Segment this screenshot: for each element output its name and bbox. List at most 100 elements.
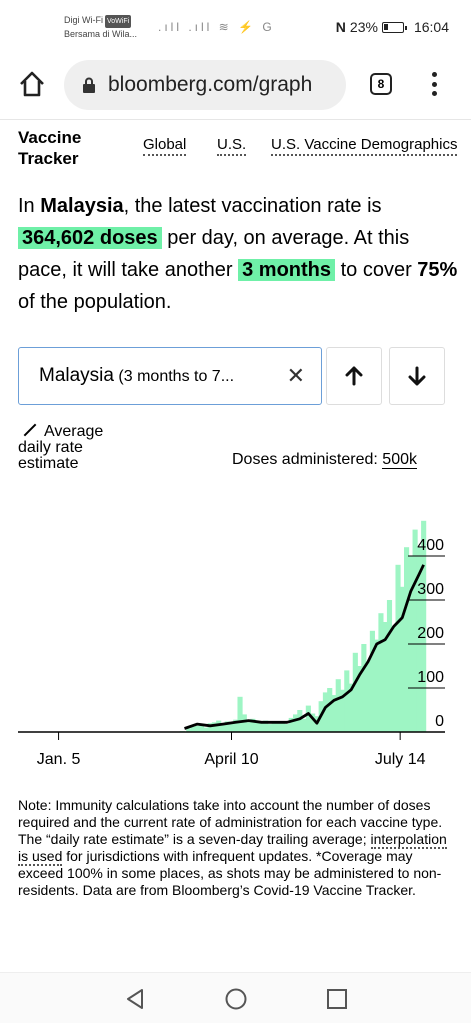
nfc-icon: N	[335, 19, 346, 35]
dose-bar	[365, 661, 371, 732]
chart-legend: Average daily rate estimate	[18, 423, 104, 472]
dose-bar	[297, 710, 303, 732]
site-nav: Vaccine Tracker Global U.S. U.S. Vaccine…	[0, 120, 471, 176]
x-tick-label: April 10	[204, 751, 258, 768]
dose-bar	[186, 728, 192, 732]
address-bar[interactable]: bloomberg.com/graph	[64, 60, 346, 110]
dose-bar	[207, 723, 213, 732]
clock: 16:04	[413, 19, 449, 35]
dose-bar	[357, 666, 363, 732]
dose-bar	[250, 718, 256, 732]
x-tick-label: Jan. 5	[37, 751, 81, 768]
doses-axis-label: Doses administered:	[232, 451, 378, 468]
battery-percent: 23%	[349, 19, 378, 35]
dose-bar	[275, 723, 282, 732]
dose-bar	[386, 600, 393, 732]
dose-bar	[228, 723, 235, 732]
status-right: N 23% 16:04	[336, 19, 449, 35]
dose-bar	[203, 727, 209, 732]
dose-bar	[416, 547, 422, 732]
nav-link-global[interactable]: Global	[143, 136, 187, 156]
back-icon[interactable]	[124, 987, 146, 1011]
logo-line1: Vaccine	[18, 128, 82, 147]
recents-icon[interactable]	[326, 988, 348, 1010]
headline-text: per day, on average. At this pace, it wi…	[18, 227, 410, 281]
legend-label: Average	[44, 423, 104, 440]
dose-bar	[348, 683, 354, 732]
coverage-percent: 75%	[417, 259, 458, 281]
country-search-input[interactable]: Malaysia (3 months to 7... ✕	[18, 347, 322, 405]
dose-bar	[301, 718, 307, 732]
menu-dot-icon	[431, 72, 437, 77]
search-value: Malaysia (3 months to 7...	[39, 365, 285, 387]
legend-line-icon	[23, 423, 37, 437]
search-detail: (3 months to 7...	[113, 368, 235, 385]
dose-bar	[374, 639, 380, 732]
dose-bar	[216, 720, 222, 732]
home-circle-icon[interactable]	[224, 987, 248, 1011]
dose-bar	[335, 679, 341, 732]
battery-icon	[381, 21, 407, 33]
next-country-button[interactable]	[389, 347, 445, 405]
vowifi-badge: VoWiFi	[105, 15, 132, 28]
clear-search-button[interactable]: ✕	[286, 363, 305, 388]
dose-bar	[391, 626, 397, 732]
y-tick-label: 300	[417, 581, 444, 598]
y-tick-label: 100	[417, 669, 444, 686]
x-axis: Jan. 5 April 10 July 14	[37, 732, 426, 768]
headline-summary: In Malaysia, the latest vaccination rate…	[18, 190, 458, 318]
overflow-menu-button[interactable]	[424, 70, 444, 98]
dose-bar	[369, 630, 375, 732]
dose-bar	[220, 724, 226, 732]
dose-bar	[352, 652, 358, 732]
nav-link-us[interactable]: U.S.	[217, 136, 247, 156]
dose-bar	[331, 695, 337, 732]
carrier-info: Digi Wi-Fi VoWiFi Bersama di Wila...	[64, 14, 137, 41]
android-nav-bar	[0, 972, 471, 1023]
doses-highlight: 364,602 doses	[18, 227, 162, 249]
vaccine-tracker-logo[interactable]: Vaccine Tracker	[18, 127, 81, 169]
dose-bar	[199, 724, 205, 732]
headline-text: to cover	[335, 259, 418, 281]
dose-bar	[344, 670, 350, 732]
dose-bar	[254, 721, 260, 732]
dose-bar	[378, 613, 384, 732]
lock-icon	[83, 77, 95, 93]
note-text: Note: Immunity calculations take into ac…	[18, 797, 443, 847]
legend-label-3: estimate	[18, 455, 79, 472]
dose-bar	[284, 724, 290, 732]
headline-country: Malaysia	[40, 195, 124, 217]
dose-bar	[292, 714, 299, 732]
y-tick-label: 400	[417, 537, 444, 554]
previous-country-button[interactable]	[326, 347, 382, 405]
dose-bar	[399, 586, 405, 732]
arrow-up-icon	[345, 366, 363, 386]
dose-bar	[395, 564, 401, 732]
nav-link-us-demographics[interactable]: U.S. Vaccine Demographics	[271, 136, 458, 156]
home-icon	[20, 71, 44, 97]
menu-dot-icon	[431, 91, 437, 96]
dose-bar	[310, 713, 316, 732]
dose-bar	[271, 721, 277, 732]
headline-text: In	[18, 195, 41, 217]
dose-bar	[194, 725, 200, 732]
url-text: bloomberg.com/graph	[108, 73, 313, 96]
menu-dot-icon	[431, 81, 437, 87]
dose-bar	[404, 547, 410, 732]
dose-bar	[322, 692, 329, 732]
browser-toolbar: bloomberg.com/graph 8	[0, 52, 471, 120]
doses-axis-title: Doses administered: 500k	[232, 451, 417, 469]
dose-bar	[233, 719, 239, 732]
home-button[interactable]	[18, 70, 46, 98]
signal-icons: .ıll .ıll ≋ ⚡ G	[158, 20, 275, 34]
status-bar: Digi Wi-Fi VoWiFi Bersama di Wila... .ıll…	[0, 0, 471, 52]
doses-axis-max: 500k	[382, 451, 417, 469]
tab-switcher-button[interactable]: 8	[370, 73, 392, 95]
dose-bar	[190, 726, 196, 732]
dose-bar	[211, 722, 217, 732]
y-tick-label: 200	[417, 625, 444, 642]
dose-bar	[339, 689, 346, 732]
dose-bar	[361, 644, 367, 732]
headline-text: , the latest vaccination rate is	[123, 195, 382, 217]
interpolation-link[interactable]: interpolation is used	[18, 831, 447, 866]
